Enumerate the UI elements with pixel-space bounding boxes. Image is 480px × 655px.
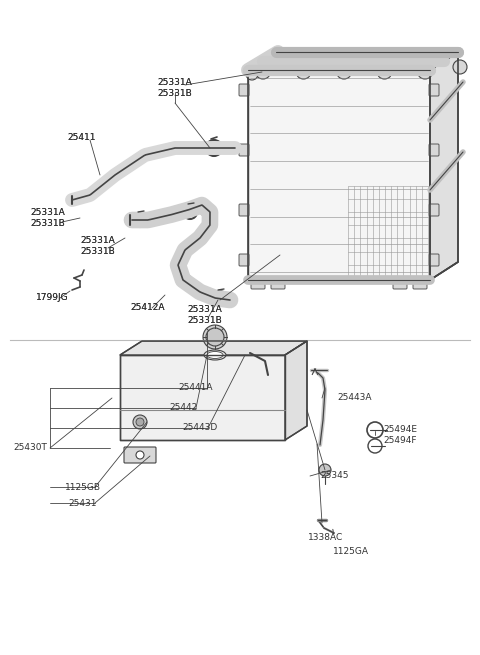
Polygon shape (120, 355, 285, 440)
Text: 25411: 25411 (68, 134, 96, 143)
FancyBboxPatch shape (271, 279, 285, 289)
FancyBboxPatch shape (251, 279, 265, 289)
FancyBboxPatch shape (429, 204, 439, 216)
Ellipse shape (256, 67, 270, 79)
Circle shape (453, 60, 467, 74)
Text: 1125GA: 1125GA (333, 548, 369, 557)
FancyBboxPatch shape (393, 279, 407, 289)
FancyBboxPatch shape (239, 144, 249, 156)
Circle shape (136, 418, 144, 426)
FancyBboxPatch shape (429, 144, 439, 156)
Text: 25345: 25345 (321, 472, 349, 481)
FancyBboxPatch shape (239, 84, 249, 96)
Circle shape (246, 68, 258, 80)
Polygon shape (248, 70, 430, 280)
Polygon shape (285, 341, 307, 440)
Text: 25412A: 25412A (131, 303, 165, 312)
Text: 25494E
25494F: 25494E 25494F (383, 425, 417, 445)
Text: 25443D: 25443D (182, 424, 217, 432)
Text: 25331A
25331B: 25331A 25331B (157, 79, 192, 98)
Text: 25331A
25331B: 25331A 25331B (81, 236, 115, 255)
Text: 25442: 25442 (169, 403, 197, 413)
Polygon shape (430, 52, 458, 280)
Circle shape (206, 328, 224, 346)
Text: 25430T: 25430T (13, 443, 47, 453)
FancyBboxPatch shape (239, 254, 249, 266)
Circle shape (136, 451, 144, 459)
Text: 25331A
25331B: 25331A 25331B (188, 305, 222, 325)
Text: 25411: 25411 (68, 134, 96, 143)
Text: 1799JG: 1799JG (36, 293, 68, 301)
FancyArrowPatch shape (330, 529, 334, 533)
Text: 25331A
25331B: 25331A 25331B (31, 208, 65, 228)
FancyBboxPatch shape (124, 447, 156, 463)
Polygon shape (120, 341, 307, 355)
FancyBboxPatch shape (429, 84, 439, 96)
Ellipse shape (377, 67, 392, 79)
Text: 25412A: 25412A (131, 303, 165, 312)
Ellipse shape (337, 67, 351, 79)
Text: 25331A
25331B: 25331A 25331B (157, 79, 192, 98)
FancyBboxPatch shape (239, 204, 249, 216)
Ellipse shape (297, 67, 311, 79)
Text: 1125GB: 1125GB (65, 483, 101, 491)
Ellipse shape (418, 67, 432, 79)
Text: 25331A
25331B: 25331A 25331B (31, 208, 65, 228)
Text: 25441A: 25441A (179, 383, 213, 392)
FancyBboxPatch shape (429, 254, 439, 266)
Text: 1799JG: 1799JG (36, 293, 68, 301)
Text: 25431: 25431 (69, 498, 97, 508)
Text: 25443A: 25443A (338, 394, 372, 403)
FancyBboxPatch shape (413, 279, 427, 289)
Text: 1338AC: 1338AC (308, 533, 344, 542)
Ellipse shape (207, 352, 223, 358)
Polygon shape (248, 52, 458, 70)
Ellipse shape (204, 350, 226, 360)
Circle shape (319, 464, 331, 476)
Text: 25331A
25331B: 25331A 25331B (81, 236, 115, 255)
Circle shape (203, 325, 227, 349)
Circle shape (133, 415, 147, 429)
Text: 25331A
25331B: 25331A 25331B (188, 305, 222, 325)
